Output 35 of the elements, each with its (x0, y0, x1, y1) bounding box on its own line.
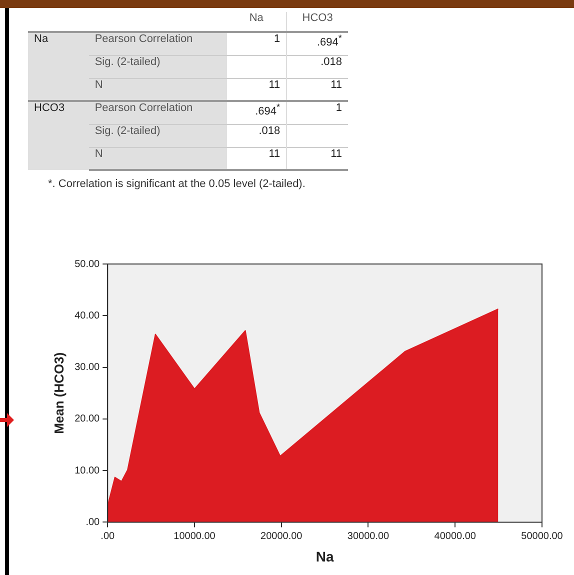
y-tick-label: 40.00 (74, 310, 100, 322)
y-tick-label: 30.00 (74, 362, 100, 374)
y-tick-label: 20.00 (74, 414, 100, 425)
text: Sig. (2-tailed) (88, 124, 227, 147)
text: 11 (286, 147, 348, 170)
x-tick-label: 50000.00 (521, 530, 564, 542)
text: HCO3 (286, 12, 348, 32)
y-tick-label: 10.00 (74, 465, 100, 476)
text: Pearson Correlation (88, 101, 227, 124)
text: .018 (286, 55, 348, 78)
y-axis-title: Mean (HCO3) (51, 352, 66, 434)
text: 11 (226, 147, 287, 170)
x-tick-label: .00 (100, 530, 116, 542)
x-tick-label: 20000.00 (260, 530, 303, 542)
text: .694$^{*}$ (226, 101, 287, 124)
text: Sig. (2-tailed) (88, 55, 227, 78)
y-tick-label: .00 (86, 516, 100, 528)
y-tick-label: 50.00 (74, 258, 100, 270)
x-tick-label: 30000.00 (347, 530, 390, 542)
text: N (88, 78, 227, 101)
text: Na (248, 12, 264, 26)
x-tick-label: 40000.00 (434, 530, 476, 542)
text: Pearson Correlation (88, 32, 227, 55)
x-axis-title: Na (316, 548, 334, 564)
text: 11 (286, 78, 348, 101)
text: *. Correlation is significant at the 0.05 level (2-tailed). (48, 177, 306, 191)
text: HCO3 (28, 101, 89, 170)
text: N (88, 147, 227, 170)
text: Na (28, 32, 89, 101)
text: 11 (226, 78, 287, 101)
text: .018 (226, 124, 287, 147)
x-tick-label: 10000.00 (174, 530, 216, 542)
text: 1 (226, 32, 287, 55)
text: .694$^{*}$ (286, 32, 348, 55)
text: 1 (286, 101, 348, 124)
